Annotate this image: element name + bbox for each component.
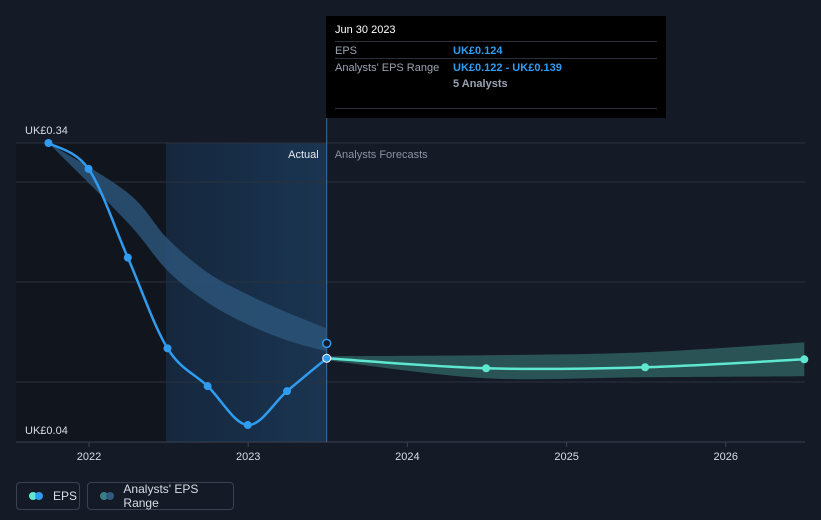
x-tick-label-2023: 2023 xyxy=(236,451,260,463)
y-axis-top-label: UK£0.34 xyxy=(25,125,68,137)
eps-forecast-point-1 xyxy=(641,363,650,372)
eps-actual-point-5 xyxy=(243,421,252,430)
eps-forecast-point-2 xyxy=(800,355,809,364)
analysts-range-band-past xyxy=(48,143,327,352)
x-tick-label-2024: 2024 xyxy=(395,451,419,463)
x-tick-label-2022: 2022 xyxy=(77,451,101,463)
eps-actual-point-2 xyxy=(123,253,132,262)
eps-current-marker xyxy=(322,353,332,363)
tooltip-range-label: Analysts' EPS Range xyxy=(335,62,440,74)
eps-actual-point-0 xyxy=(44,139,53,147)
eps-actual-point-3 xyxy=(163,344,172,353)
eps-legend-icon xyxy=(29,492,45,500)
y-axis-bottom-label: UK£0.04 xyxy=(25,425,68,437)
tooltip-analysts-count: 5 Analysts xyxy=(453,78,508,90)
forecast-region-label: Analysts Forecasts xyxy=(335,149,428,161)
legend-range-label: Analysts' EPS Range xyxy=(123,482,199,510)
tooltip-row-range: Analysts' EPS Range UK£0.122 - UK£0.139 xyxy=(335,58,657,76)
eps-actual-point-1 xyxy=(84,164,93,173)
legend-range-button[interactable]: Analysts' EPS Range xyxy=(87,482,234,510)
legend-eps-label: EPS xyxy=(53,489,78,503)
range-high-marker xyxy=(321,338,332,349)
pre-period-shade xyxy=(16,143,166,442)
x-tick-label-2026: 2026 xyxy=(714,451,738,463)
range-legend-dot-forecast xyxy=(100,492,108,500)
tooltip-row-analysts: 5 Analysts xyxy=(335,75,657,92)
eps-legend-dot-forecast xyxy=(29,492,37,500)
legend-eps-button[interactable]: EPS xyxy=(16,482,80,510)
analysts-range-band-forecast xyxy=(326,342,805,380)
eps-forecast-point-0 xyxy=(482,364,491,373)
chart-tooltip: Jun 30 2023 EPS UK£0.124 Analysts' EPS R… xyxy=(326,16,666,118)
actual-region-label: Actual xyxy=(288,149,319,161)
tooltip-divider xyxy=(335,108,657,109)
range-legend-dot-past xyxy=(106,492,114,500)
eps-actual-point-6 xyxy=(283,387,292,396)
eps-forecast-line xyxy=(326,357,805,371)
range-legend-icon xyxy=(100,492,115,500)
eps-actual-line xyxy=(47,141,328,427)
tooltip-range-value: UK£0.122 - UK£0.139 xyxy=(453,62,562,74)
tooltip-date: Jun 30 2023 xyxy=(335,24,396,36)
tooltip-eps-label: EPS xyxy=(335,45,358,57)
x-tick-label-2025: 2025 xyxy=(554,451,578,463)
actual-period-shade xyxy=(166,143,327,442)
tooltip-row-eps: EPS UK£0.124 xyxy=(335,41,657,59)
tooltip-eps-value: UK£0.124 xyxy=(453,45,503,57)
eps-actual-point-4 xyxy=(203,382,212,391)
eps-legend-dot-actual xyxy=(35,492,43,500)
